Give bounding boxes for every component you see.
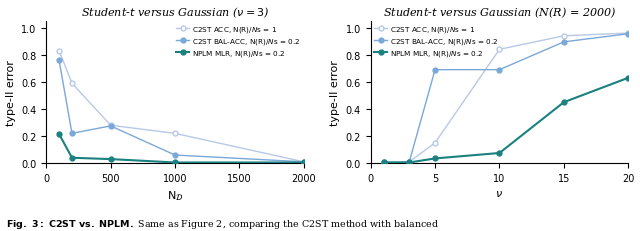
C2ST BAL-ACC, N(R)/$\mathit{N}$s = 0.2 [406,161,413,164]
C2ST ACC, N(R)/$\mathit{N}$s = 1 [495,49,503,52]
Line: C2ST ACC, N(R)/$\mathit{N}$s = 1: C2ST ACC, N(R)/$\mathit{N}$s = 1 [57,49,306,164]
Line: C2ST ACC, N(R)/$\mathit{N}$s = 1: C2ST ACC, N(R)/$\mathit{N}$s = 1 [381,31,630,165]
NPLM MLR, N(R)/$\mathit{N}$s = 0.2 [406,161,413,164]
NPLM MLR, N(R)/$\mathit{N}$s = 0.2 [560,101,568,104]
C2ST ACC, N(R)/$\mathit{N}$s = 1 [560,35,568,38]
Title: Student-$t$ versus Gaussian (N(R) = 2000): Student-$t$ versus Gaussian (N(R) = 2000… [383,6,616,20]
C2ST ACC, N(R)/$\mathit{N}$s = 1 [380,161,387,164]
NPLM MLR, N(R)/$\mathit{N}$s = 0.2 [68,157,76,159]
NPLM MLR, N(R)/$\mathit{N}$s = 0.2 [431,157,439,160]
C2ST BAL-ACC, N(R)/$\mathit{N}$s = 0.2 [495,69,503,72]
Text: $\bf{Fig.\ 3:\ C2ST\ vs.\ NPLM.}$ Same as Figure 2, comparing the C2ST method wi: $\bf{Fig.\ 3:\ C2ST\ vs.\ NPLM.}$ Same a… [6,217,440,230]
NPLM MLR, N(R)/$\mathit{N}$s = 0.2 [107,158,115,161]
C2ST BAL-ACC, N(R)/$\mathit{N}$s = 0.2 [55,60,63,62]
NPLM MLR, N(R)/$\mathit{N}$s = 0.2 [495,152,503,155]
C2ST ACC, N(R)/$\mathit{N}$s = 1 [68,82,76,85]
C2ST ACC, N(R)/$\mathit{N}$s = 1 [107,124,115,127]
C2ST BAL-ACC, N(R)/$\mathit{N}$s = 0.2 [171,154,179,157]
C2ST BAL-ACC, N(R)/$\mathit{N}$s = 0.2 [68,132,76,135]
C2ST ACC, N(R)/$\mathit{N}$s = 1 [625,33,632,35]
C2ST BAL-ACC, N(R)/$\mathit{N}$s = 0.2 [107,125,115,128]
C2ST ACC, N(R)/$\mathit{N}$s = 1 [171,132,179,135]
Line: C2ST BAL-ACC, N(R)/$\mathit{N}$s = 0.2: C2ST BAL-ACC, N(R)/$\mathit{N}$s = 0.2 [381,32,630,165]
NPLM MLR, N(R)/$\mathit{N}$s = 0.2 [55,133,63,136]
NPLM MLR, N(R)/$\mathit{N}$s = 0.2 [300,161,308,164]
C2ST BAL-ACC, N(R)/$\mathit{N}$s = 0.2 [380,161,387,164]
C2ST ACC, N(R)/$\mathit{N}$s = 1 [431,142,439,145]
NPLM MLR, N(R)/$\mathit{N}$s = 0.2 [380,161,387,164]
Y-axis label: type-II error: type-II error [6,60,15,125]
C2ST BAL-ACC, N(R)/$\mathit{N}$s = 0.2 [300,161,308,164]
NPLM MLR, N(R)/$\mathit{N}$s = 0.2 [625,77,632,80]
Legend: C2ST ACC, N(R)/$\mathit{N}$s = 1, C2ST BAL-ACC, N(R)/$\mathit{N}$s = 0.2, NPLM M: C2ST ACC, N(R)/$\mathit{N}$s = 1, C2ST B… [373,24,500,60]
Line: NPLM MLR, N(R)/$\mathit{N}$s = 0.2: NPLM MLR, N(R)/$\mathit{N}$s = 0.2 [381,76,630,165]
C2ST ACC, N(R)/$\mathit{N}$s = 1 [406,161,413,164]
Title: Student-$t$ versus Gaussian ($\nu=3$): Student-$t$ versus Gaussian ($\nu=3$) [81,6,269,20]
Line: NPLM MLR, N(R)/$\mathit{N}$s = 0.2: NPLM MLR, N(R)/$\mathit{N}$s = 0.2 [57,132,306,165]
X-axis label: N$_{\mathcal{D}}$: N$_{\mathcal{D}}$ [167,189,183,202]
C2ST BAL-ACC, N(R)/$\mathit{N}$s = 0.2 [431,69,439,72]
Line: C2ST BAL-ACC, N(R)/$\mathit{N}$s = 0.2: C2ST BAL-ACC, N(R)/$\mathit{N}$s = 0.2 [57,58,306,164]
X-axis label: $\nu$: $\nu$ [495,189,504,199]
NPLM MLR, N(R)/$\mathit{N}$s = 0.2 [171,161,179,164]
Y-axis label: type-II error: type-II error [330,60,340,125]
C2ST ACC, N(R)/$\mathit{N}$s = 1 [300,161,308,164]
C2ST ACC, N(R)/$\mathit{N}$s = 1 [55,50,63,53]
Legend: C2ST ACC, N(R)/$\mathit{N}$s = 1, C2ST BAL-ACC, N(R)/$\mathit{N}$s = 0.2, NPLM M: C2ST ACC, N(R)/$\mathit{N}$s = 1, C2ST B… [175,24,301,60]
C2ST BAL-ACC, N(R)/$\mathit{N}$s = 0.2 [560,41,568,44]
C2ST BAL-ACC, N(R)/$\mathit{N}$s = 0.2 [625,33,632,36]
